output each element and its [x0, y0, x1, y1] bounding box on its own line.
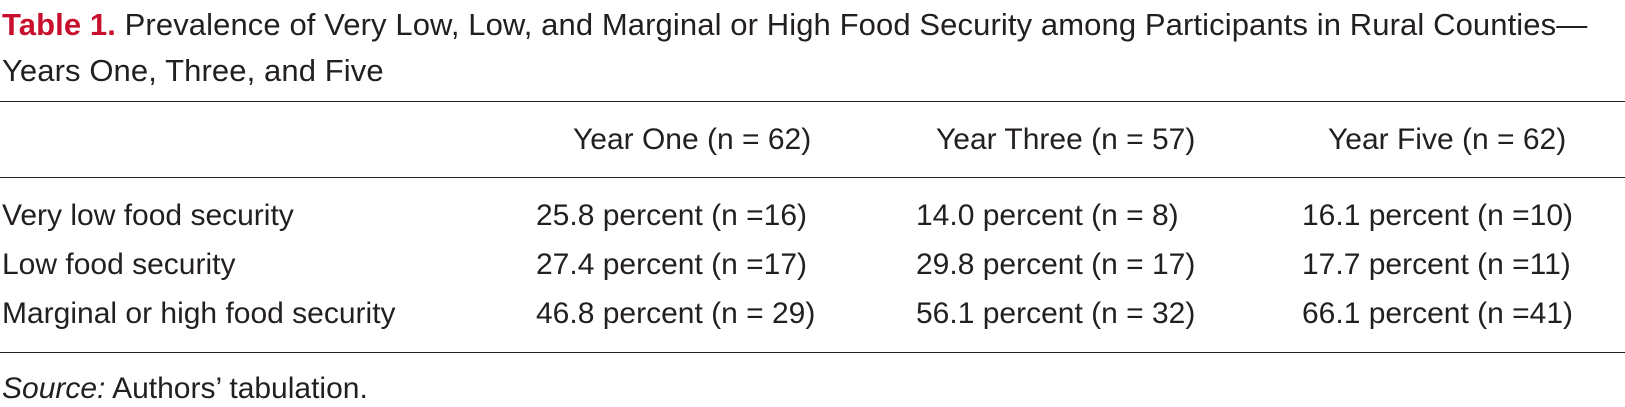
bottom-rule	[0, 352, 1625, 353]
column-header-year-three: Year Three (n = 57)	[936, 123, 1196, 156]
row-label-marginal-high: Marginal or high food security	[2, 297, 396, 330]
header-rule	[0, 177, 1625, 178]
cell-very-low-year-five: 16.1 percent (n =10)	[1302, 199, 1574, 232]
top-rule	[0, 101, 1625, 102]
cell-low-year-five: 17.7 percent (n =11)	[1302, 248, 1571, 281]
row-label-low: Low food security	[2, 248, 236, 281]
cell-marginal-high-year-three: 56.1 percent (n = 32)	[916, 297, 1196, 330]
cell-low-year-three: 29.8 percent (n = 17)	[916, 248, 1196, 281]
column-header-year-five: Year Five (n = 62)	[1328, 123, 1567, 156]
cell-very-low-year-one: 25.8 percent (n =16)	[536, 199, 808, 232]
cell-very-low-year-three: 14.0 percent (n = 8)	[916, 199, 1179, 232]
cell-low-year-one: 27.4 percent (n =17)	[536, 248, 808, 281]
cell-marginal-high-year-five: 66.1 percent (n =41)	[1302, 297, 1574, 330]
row-label-very-low: Very low food security	[2, 199, 294, 232]
source-text: Authors’ tabulation.	[112, 372, 368, 405]
column-header-year-one: Year One (n = 62)	[573, 123, 812, 156]
table-number-label: Table 1.	[2, 7, 116, 42]
source-note: Source: Authors’ tabulation.	[2, 371, 368, 407]
table-caption: Table 1. Prevalence of Very Low, Low, an…	[2, 2, 1617, 94]
table-title: Prevalence of Very Low, Low, and Margina…	[2, 7, 1588, 88]
source-label: Source:	[2, 372, 106, 405]
cell-marginal-high-year-one: 46.8 percent (n = 29)	[536, 297, 816, 330]
